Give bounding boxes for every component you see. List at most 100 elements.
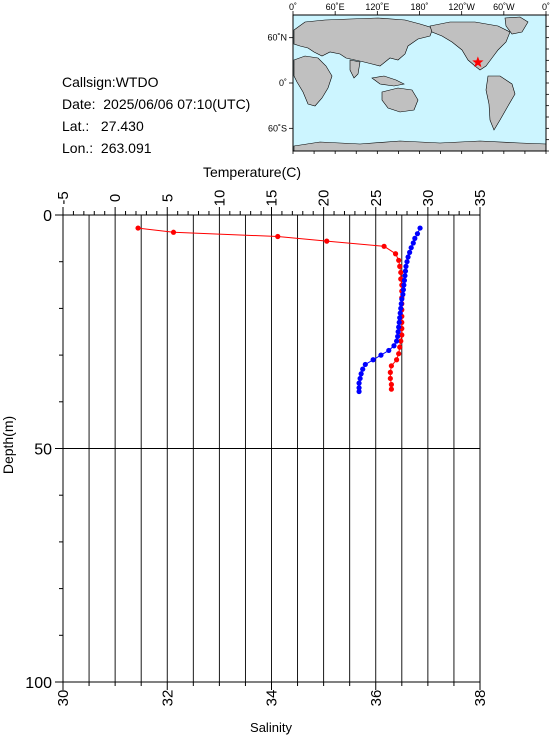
salinity-tick-label: 30	[55, 690, 72, 707]
land-africa	[293, 55, 333, 107]
salinity-point	[386, 347, 392, 354]
temperature-point	[170, 229, 177, 235]
temperature-point	[381, 243, 387, 249]
salinity-point	[396, 319, 402, 326]
callsign-value: WTDO	[115, 74, 159, 90]
lat-label: Lat.:	[62, 118, 90, 134]
salinity-point	[358, 371, 364, 377]
land-india	[349, 59, 361, 79]
temperature-point	[397, 263, 403, 269]
depth-tick-label: 0	[43, 208, 52, 225]
temperature-axis-ticks: -5 0 5 10 15 20 25 30 35	[55, 190, 489, 215]
salinity-point	[360, 366, 366, 372]
map-top-tick-label: 120˚W	[448, 2, 475, 12]
temperature-point	[394, 357, 400, 363]
land-greenland	[504, 16, 529, 35]
map-left-tick-label: 0˚	[279, 78, 287, 88]
date-value: 2025/06/06 07:10(UTC)	[103, 96, 251, 112]
salinity-point	[402, 273, 408, 279]
salinity-point	[362, 361, 368, 368]
salinity-point	[412, 235, 418, 241]
salinity-point	[404, 259, 410, 265]
temperature-point	[275, 233, 281, 240]
salinity-tick-label: 34	[264, 690, 281, 707]
salinity-point	[399, 296, 405, 302]
land-south-america	[485, 75, 516, 131]
salinity-point	[396, 324, 402, 330]
salinity-tick-label: 36	[368, 690, 385, 707]
map-left-tick-label: 60˚S	[268, 123, 287, 133]
world-map: 0˚ 60˚E 120˚E 180˚ 120˚W 60˚W 0˚ 60˚N 0˚ 60˚S	[267, 2, 550, 154]
lat-value: 27.430	[100, 118, 144, 134]
map-left-tick-label: 60˚N	[267, 33, 287, 43]
salinity-point	[378, 352, 384, 358]
temperature-tick-label: 35	[472, 190, 489, 207]
map-land	[293, 16, 547, 152]
temperature-point	[396, 351, 402, 357]
salinity-point	[401, 277, 408, 283]
depth-tick-label: 100	[25, 675, 52, 692]
temperature-profile-line	[138, 227, 403, 390]
salinity-axis-ticks: 30 32 34 36 38	[55, 682, 489, 706]
temperature-tick-label: -5	[55, 191, 72, 204]
salinity-point	[402, 268, 409, 274]
land-eurasia	[293, 17, 434, 67]
temperature-point	[387, 369, 393, 375]
salinity-point	[400, 287, 406, 293]
salinity-point	[356, 388, 362, 395]
salinity-point	[370, 357, 376, 363]
date-row: Date: 2025/06/06 07:10(UTC)	[62, 93, 250, 115]
map-ticks	[289, 11, 549, 154]
temperature-point	[324, 238, 330, 244]
salinity-point	[407, 249, 413, 255]
salinity-point	[414, 231, 421, 237]
salinity-point	[417, 225, 423, 231]
land-australia	[381, 87, 419, 113]
land-sea-islands	[371, 75, 405, 87]
land-north-america	[429, 21, 511, 71]
lon-value: 263.091	[100, 140, 152, 156]
salinity-point	[397, 310, 403, 316]
salinity-tick-label: 32	[159, 690, 176, 707]
temperature-point	[392, 251, 399, 257]
station-marker-icon	[472, 56, 484, 68]
temperature-tick-label: 5	[159, 194, 176, 202]
salinity-point	[405, 254, 411, 260]
chart-grid	[62, 214, 481, 683]
salinity-point	[398, 301, 404, 307]
salinity-point	[401, 282, 407, 288]
temperature-point	[396, 257, 402, 263]
temperature-point	[398, 269, 404, 276]
temperature-tick-label: 0	[107, 194, 124, 202]
salinity-point	[398, 305, 404, 311]
salinity-point	[408, 245, 414, 251]
temperature-tick-label: 30	[420, 190, 437, 207]
series-layer	[135, 225, 423, 395]
depth-axis-ticks: 0 50 100	[25, 208, 63, 692]
temperature-tick-label: 25	[368, 190, 385, 207]
map-top-tick-label: 60˚E	[326, 2, 345, 12]
temperature-point	[387, 375, 393, 382]
temperature-point	[388, 363, 394, 369]
map-labels: 0˚ 60˚E 120˚E 180˚ 120˚W 60˚W 0˚ 60˚N 0˚ 60˚S	[267, 2, 550, 133]
salinity-point	[397, 315, 403, 321]
lat-row: Lat.: 27.430	[62, 115, 250, 137]
salinity-point	[410, 240, 416, 246]
map-top-tick-label: 60˚W	[493, 2, 515, 12]
salinity-point	[356, 380, 362, 386]
depth-axis-title: Depth(m)	[0, 416, 16, 474]
callsign-row: Callsign:WTDO	[62, 71, 250, 93]
map-top-tick-label: 0˚	[289, 2, 297, 12]
depth-tick-label: 50	[34, 442, 52, 459]
lon-label: Lon.:	[62, 140, 94, 156]
map-top-tick-label: 120˚E	[365, 2, 389, 12]
temperature-tick-label: 10	[211, 190, 228, 207]
date-label: Date:	[62, 96, 96, 112]
salinity-point	[356, 385, 362, 391]
temperature-point	[398, 338, 404, 344]
lon-row: Lon.: 263.091	[62, 137, 250, 159]
salinity-point	[395, 333, 401, 340]
salinity-tick-label: 38	[472, 690, 489, 707]
salinity-point	[395, 329, 401, 335]
